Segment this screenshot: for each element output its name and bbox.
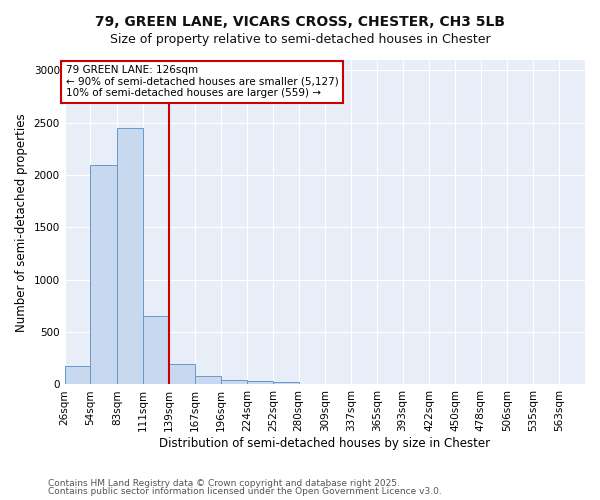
Bar [194, 376, 221, 384]
Text: Size of property relative to semi-detached houses in Chester: Size of property relative to semi-detach… [110, 32, 490, 46]
Bar [273, 382, 299, 384]
Y-axis label: Number of semi-detached properties: Number of semi-detached properties [15, 113, 28, 332]
Bar [117, 128, 143, 384]
Bar [169, 364, 194, 384]
Text: 79, GREEN LANE, VICARS CROSS, CHESTER, CH3 5LB: 79, GREEN LANE, VICARS CROSS, CHESTER, C… [95, 15, 505, 29]
X-axis label: Distribution of semi-detached houses by size in Chester: Distribution of semi-detached houses by … [159, 437, 490, 450]
Text: 79 GREEN LANE: 126sqm
← 90% of semi-detached houses are smaller (5,127)
10% of s: 79 GREEN LANE: 126sqm ← 90% of semi-deta… [65, 65, 338, 98]
Bar [221, 380, 247, 384]
Bar [91, 164, 117, 384]
Bar [65, 366, 91, 384]
Text: Contains public sector information licensed under the Open Government Licence v3: Contains public sector information licen… [48, 487, 442, 496]
Bar [143, 316, 169, 384]
Bar [247, 382, 273, 384]
Text: Contains HM Land Registry data © Crown copyright and database right 2025.: Contains HM Land Registry data © Crown c… [48, 478, 400, 488]
